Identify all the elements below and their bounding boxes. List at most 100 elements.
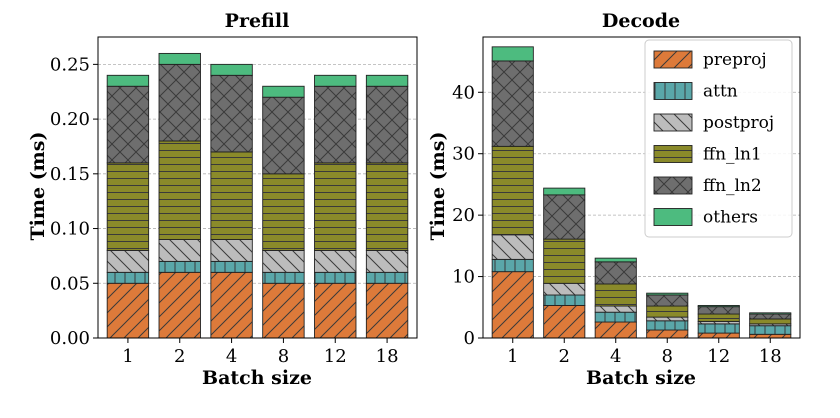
bar-hatch xyxy=(159,64,201,141)
plot-frame xyxy=(97,36,418,339)
plot-frame xyxy=(482,36,801,339)
legend-label: ffn_ln2 xyxy=(703,176,762,196)
bar-others xyxy=(595,258,637,262)
bar-outline xyxy=(106,74,150,87)
bar-hatch xyxy=(595,322,637,338)
bar-hatch xyxy=(210,272,253,338)
bar-others xyxy=(159,53,201,65)
x-tick-label: 18 xyxy=(376,346,399,367)
bar-hatch xyxy=(543,295,585,306)
bar-hatch xyxy=(314,272,356,284)
x-tick-label: 4 xyxy=(226,346,237,367)
bar-hatch xyxy=(366,86,408,163)
bar-hatch xyxy=(749,323,791,326)
bar-hatch xyxy=(366,162,408,251)
y-axis-title: Time (ms) xyxy=(27,132,49,241)
bar-hatch xyxy=(107,283,149,338)
bar-hatch xyxy=(314,283,356,338)
gridlines xyxy=(483,91,800,277)
legend-swatch-outline xyxy=(653,145,693,163)
bar-hatch xyxy=(698,321,740,324)
bars xyxy=(106,52,409,339)
bar-hatch xyxy=(210,151,253,240)
bar-hatch xyxy=(595,312,637,323)
bar-outline xyxy=(210,63,253,76)
bar-outline xyxy=(594,257,637,263)
bar-hatch xyxy=(262,272,305,284)
y-tick-label: 0.15 xyxy=(50,164,90,185)
y-tick-label: 30 xyxy=(452,144,475,165)
bar-hatch xyxy=(262,97,305,174)
bar-hatch xyxy=(210,239,253,262)
bar-hatch xyxy=(210,75,253,152)
legend-label: others xyxy=(703,208,758,228)
y-tick-label: 40 xyxy=(452,82,475,103)
panel-title: Prefill xyxy=(225,10,290,32)
bar-hatch xyxy=(492,271,534,338)
bar-others xyxy=(366,75,408,87)
legend-swatch-outline xyxy=(653,50,693,69)
x-tick-label: 8 xyxy=(278,346,289,367)
bar-outline xyxy=(646,292,689,296)
legend-swatch-outline xyxy=(653,176,693,195)
bar-hatch xyxy=(159,261,201,273)
bar-others xyxy=(314,75,356,87)
legend-label: ffn_ln1 xyxy=(703,145,762,165)
x-tick-label: 12 xyxy=(707,346,730,367)
bar-hatch xyxy=(366,272,408,284)
bar-others xyxy=(543,188,585,195)
legend-swatch-hatch xyxy=(654,51,692,68)
bar-hatch xyxy=(543,305,585,338)
x-axis-title: Batch size xyxy=(586,367,696,389)
x-tick-label: 8 xyxy=(662,346,673,367)
bar-outline xyxy=(314,74,357,87)
bar-hatch xyxy=(543,194,585,240)
bar-outline xyxy=(697,304,740,308)
y-tick-label: 0.05 xyxy=(50,273,90,294)
bar-others xyxy=(492,46,534,61)
bar-hatch xyxy=(646,317,688,321)
bar-hatch xyxy=(698,333,740,338)
bar-hatch xyxy=(366,283,408,338)
bar-hatch xyxy=(107,86,149,163)
bar-others xyxy=(698,305,740,307)
legend-swatch-outline xyxy=(653,113,693,132)
y-tick-label: 0.10 xyxy=(50,219,90,240)
bar-hatch xyxy=(262,250,305,273)
legend-label: preproj xyxy=(703,50,767,70)
panel-title: Decode xyxy=(602,10,680,32)
legend-label: postproj xyxy=(703,113,774,133)
x-ticks: 1 2 4 8 12 18 xyxy=(122,338,399,367)
bar-hatch xyxy=(749,334,791,338)
bar-others xyxy=(646,293,688,295)
bar-hatch xyxy=(159,272,201,338)
y-axis-title: Time (ms) xyxy=(427,132,449,241)
bar-outline xyxy=(543,187,586,196)
legend-swatch-outline xyxy=(653,208,693,226)
bar-hatch xyxy=(492,234,534,260)
bar-others xyxy=(210,64,253,76)
bar-hatch xyxy=(314,250,356,273)
prefill-panel: Prefill 0.000.050.100.150.200.25 1 2 4 8 12 1… xyxy=(27,10,418,389)
x-tick-label: 4 xyxy=(610,346,621,367)
bar-hatch xyxy=(492,259,534,272)
legend-swatch-hatch xyxy=(654,177,692,194)
bar-hatch xyxy=(314,86,356,163)
legend-swatch-hatch xyxy=(654,145,692,163)
bar-hatch xyxy=(646,306,688,318)
x-tick-label: 12 xyxy=(324,346,347,367)
y-ticks: 0.00 0.05 0.10 0.15 0.20 0.25 xyxy=(50,54,98,349)
x-tick-label: 2 xyxy=(174,346,185,367)
bar-hatch xyxy=(749,314,791,319)
y-tick-label: 0.25 xyxy=(50,54,90,75)
x-tick-label: 1 xyxy=(122,346,133,367)
bar-hatch xyxy=(543,239,585,284)
bar-hatch xyxy=(646,320,688,331)
bar-hatch xyxy=(262,283,305,338)
bar-outline xyxy=(749,312,792,315)
bar-hatch xyxy=(159,239,201,262)
gridlines xyxy=(98,63,417,284)
bar-hatch xyxy=(210,261,253,273)
